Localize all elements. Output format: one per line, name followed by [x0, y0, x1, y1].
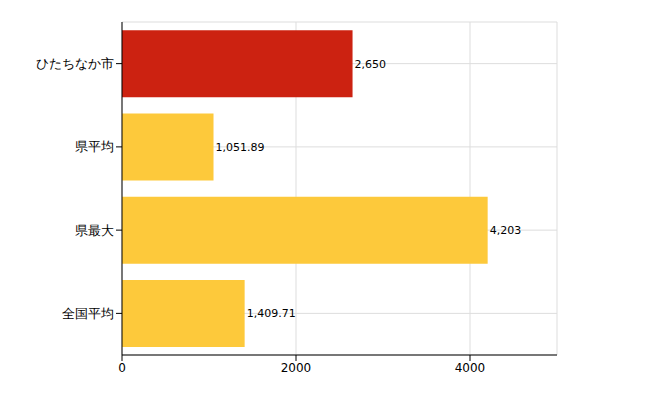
svg-text:全国平均: 全国平均: [62, 306, 114, 321]
svg-text:ひたちなか市: ひたちなか市: [36, 56, 114, 71]
svg-text:1,409.71: 1,409.71: [247, 307, 296, 320]
svg-text:2000: 2000: [281, 361, 312, 375]
svg-text:4,203: 4,203: [490, 224, 522, 237]
svg-text:県平均: 県平均: [75, 139, 114, 154]
svg-text:2,650: 2,650: [355, 58, 387, 71]
svg-text:県最大: 県最大: [75, 223, 114, 238]
svg-text:0: 0: [118, 361, 126, 375]
svg-text:4000: 4000: [455, 361, 486, 375]
svg-text:1,051.89: 1,051.89: [216, 141, 265, 154]
